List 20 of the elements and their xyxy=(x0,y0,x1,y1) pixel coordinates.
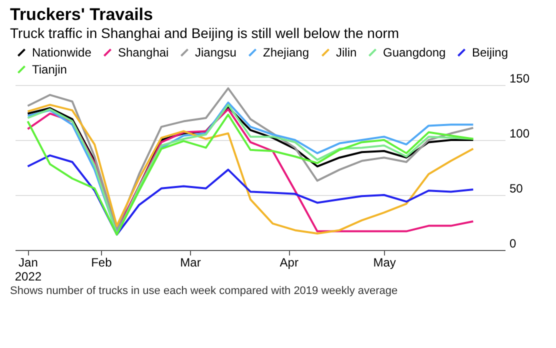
x-tick-label: Jan 2022 xyxy=(14,256,42,284)
chart-title: Truckers' Travails xyxy=(10,5,153,24)
y-tick-label: 50 xyxy=(510,182,524,196)
legend-label: Guangdong xyxy=(383,46,446,60)
legend-label: Jilin xyxy=(336,46,357,60)
legend-label: Shanghai xyxy=(118,46,169,60)
x-tick-label: Mar xyxy=(180,256,201,270)
legend-label: Beijing xyxy=(472,46,508,60)
y-tick-label: 150 xyxy=(510,72,530,86)
legend-label: Jiangsu xyxy=(195,46,236,60)
x-tick-label: Apr xyxy=(280,256,298,270)
y-tick-label: 0 xyxy=(510,236,516,250)
legend-label: Zhejiang xyxy=(263,46,310,60)
legend-label: Tianjin xyxy=(32,62,67,76)
x-tick-label: May xyxy=(373,256,396,270)
text: Shows number of trucks in use each week compared with 2019 weekly average xyxy=(10,285,398,297)
legend-label: Nationwide xyxy=(32,46,92,60)
chart-subtitle: Truck traffic in Shanghai and Beijing is still well below the norm xyxy=(10,25,400,41)
y-tick-label: 100 xyxy=(510,126,530,140)
x-tick-label: Feb xyxy=(91,256,112,270)
